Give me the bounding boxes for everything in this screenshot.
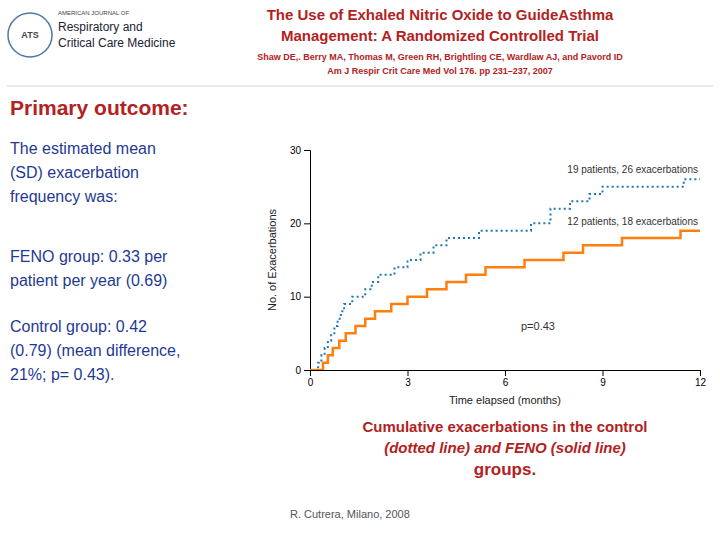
logo-text: Critical Care Medicine	[58, 36, 176, 50]
logo-ats-line: ATS	[21, 30, 38, 40]
annotations: 19 patients, 26 exacerbations 12 patients…	[521, 164, 698, 332]
tick: 0	[308, 370, 314, 388]
x-axis-line	[311, 371, 701, 377]
caption-line: groups.	[474, 460, 536, 479]
logo-text-line: Respiratory and	[58, 20, 143, 34]
plot-lines	[310, 179, 700, 370]
header: AMERICAN JOURNAL OF Respiratory and Critic…	[8, 6, 623, 77]
body-text-line: FENO group: 0.33 per	[10, 248, 168, 265]
logo-tiny: AMERICAN JOURNAL OF	[58, 10, 129, 16]
y-axis-title: No. of Exacerbations	[266, 208, 278, 311]
body-text-line: frequency was:	[10, 188, 118, 205]
y-axis-line	[304, 151, 311, 371]
title: Management: A Randomized Controlled Tria…	[281, 27, 599, 44]
subtitle-line: Shaw DE,. Berry MA, Thomas M, Green RH, …	[257, 52, 623, 62]
tick-mark	[603, 370, 604, 376]
body-text-line: The estimated mean	[10, 140, 156, 157]
tick-mark	[304, 223, 310, 224]
tick-mark	[304, 370, 310, 371]
tick-label: 12	[695, 377, 707, 388]
x-axis: 0 3 6 9 12	[308, 370, 707, 388]
title: The Use of Exhaled Nitric Oxide to Guide…	[267, 6, 614, 23]
tick-mark	[408, 370, 409, 376]
tick-mark	[505, 370, 506, 376]
series-annotation: 12 patients, 18 exacerbations	[567, 216, 698, 227]
tick-label: 3	[405, 377, 411, 388]
body-text-line: 21%; p= 0.43).	[10, 366, 115, 383]
footer: R. Cutrera, Milano, 2008	[290, 508, 410, 520]
tick: 10	[290, 291, 310, 302]
logo-badge	[8, 13, 52, 57]
caption-line: (dotted line) and FENO (solid line)	[384, 439, 626, 456]
separator	[7, 86, 713, 87]
caption: Cumulative exacerbations in the control	[362, 418, 647, 435]
y-axis: 0 10 20 30	[290, 145, 311, 376]
logo-ats: ATS	[21, 30, 38, 40]
title-line: Management: A Randomized Controlled Tria…	[281, 27, 599, 44]
series-line	[310, 231, 700, 370]
caption: Cumulative exacerbations in the control (…	[362, 418, 647, 480]
tick-label: 30	[290, 145, 302, 156]
body-text-line: (SD) exacerbation	[10, 164, 139, 181]
title-line: The Use of Exhaled Nitric Oxide to Guide…	[267, 6, 614, 23]
subtitle: Am J Respir Crit Care Med Vol 176. pp 23…	[327, 66, 552, 76]
body-text: Control group: 0.42 (0.79) (mean differen…	[10, 318, 180, 383]
body-text-line: Control group: 0.42	[10, 318, 147, 335]
heading-line: Primary outcome:	[10, 96, 189, 119]
footer-line: R. Cutrera, Milano, 2008	[290, 508, 410, 520]
logo-tiny-line: AMERICAN JOURNAL OF	[58, 10, 129, 16]
caption-line: Cumulative exacerbations in the control	[362, 418, 647, 435]
slide: AMERICAN JOURNAL OF Respiratory and Critic…	[0, 0, 720, 540]
caption: groups.	[474, 460, 536, 479]
tick-mark	[700, 370, 701, 376]
tick-label: 0	[295, 365, 301, 376]
tick-mark	[304, 150, 310, 151]
tick: 9	[600, 370, 606, 388]
body-text: The estimated mean (SD) exacerbation frequ…	[10, 140, 156, 205]
chart: 0 3 6 9 12 0 10 20 30 Time elapsed (months) No. of…	[266, 145, 706, 406]
tick-mark	[304, 297, 310, 298]
heading: Primary outcome:	[10, 96, 189, 119]
series-line	[310, 179, 700, 370]
tick: 3	[405, 370, 411, 388]
tick-label: 0	[308, 377, 314, 388]
tick-label: 6	[503, 377, 509, 388]
tick-label: 9	[600, 377, 606, 388]
tick: 12	[695, 370, 707, 388]
x-axis-title: Time elapsed (months)	[449, 394, 561, 406]
subtitle-line: Am J Respir Crit Care Med Vol 176. pp 23…	[327, 66, 552, 76]
body-text-line: (0.79) (mean difference,	[10, 342, 180, 359]
logo-text-line: Critical Care Medicine	[58, 36, 176, 50]
annotation: p=0.43	[521, 320, 555, 332]
body-text: FENO group: 0.33 per patient per year (0.…	[10, 248, 168, 289]
series-annotation: 19 patients, 26 exacerbations	[567, 164, 698, 175]
body-text-line: patient per year (0.69)	[10, 272, 167, 289]
tick: 6	[503, 370, 509, 388]
tick-label: 10	[290, 291, 302, 302]
tick: 20	[290, 218, 310, 229]
tick: 0	[295, 365, 310, 376]
subtitle: Shaw DE,. Berry MA, Thomas M, Green RH, …	[257, 52, 623, 62]
tick: 30	[290, 145, 310, 156]
tick-label: 20	[290, 218, 302, 229]
left-text: Primary outcome: The estimated mean (SD) e…	[10, 96, 189, 384]
logo-text: Respiratory and	[58, 20, 143, 34]
caption: (dotted line) and FENO (solid line)	[384, 439, 626, 456]
